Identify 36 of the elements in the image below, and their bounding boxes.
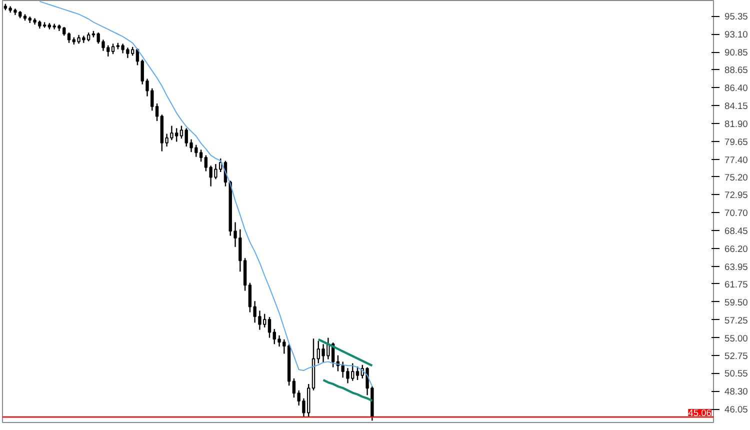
- y-tick-label: 66.20: [724, 244, 748, 254]
- y-tick-label: 50.55: [724, 368, 748, 379]
- y-tick-label: 79.65: [724, 136, 748, 147]
- y-tick-label: 55.00: [724, 333, 748, 344]
- y-tick-label: 61.75: [724, 279, 748, 290]
- y-tick-label: 63.95: [724, 262, 748, 272]
- candlestick: [140, 59, 144, 85]
- y-tick-label: 52.75: [724, 351, 748, 362]
- y-tick-label: 70.70: [724, 208, 748, 218]
- candlestick: [268, 316, 272, 338]
- y-tick-label: 93.10: [724, 30, 748, 40]
- y-tick-label: 68.45: [724, 226, 748, 236]
- y-tick-label: 72.95: [724, 190, 748, 200]
- y-tick-label: 57.25: [724, 315, 748, 326]
- ref-line-label: 45.06: [688, 408, 712, 418]
- candlestick: [356, 366, 360, 381]
- candlestick: [67, 32, 71, 44]
- y-tick-label: 48.30: [724, 386, 748, 397]
- y-tick-label: 59.50: [724, 297, 748, 308]
- candlestick: [180, 125, 184, 140]
- y-tick-label: 84.15: [724, 100, 748, 111]
- candlestick: [204, 154, 208, 172]
- y-tick-label: 90.85: [724, 48, 748, 58]
- y-tick-label: 81.90: [724, 118, 748, 129]
- y-tick-label: 95.35: [724, 12, 748, 22]
- y-tick-label: 75.20: [724, 172, 748, 182]
- candlestick: [155, 102, 159, 122]
- line-series: [317, 338, 374, 367]
- candlestick: [106, 44, 110, 58]
- y-tick-label: 46.05: [724, 404, 748, 415]
- y-tick-label: 86.40: [724, 83, 748, 94]
- candlestick: [199, 149, 203, 162]
- y-tick-label: 88.65: [724, 65, 748, 76]
- candlestick: [238, 228, 242, 272]
- y-tick-label: 77.40: [724, 154, 748, 165]
- candlestick: [111, 43, 115, 55]
